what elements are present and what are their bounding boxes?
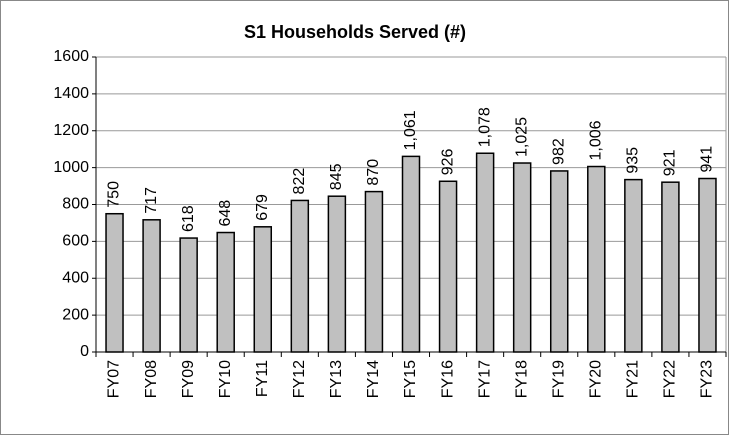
chart-title: S1 Households Served (#) — [244, 22, 466, 42]
bar — [624, 178, 643, 353]
value-label: 845 — [328, 163, 345, 190]
value-label: 935 — [625, 147, 642, 174]
bar — [438, 180, 458, 353]
value-label: 822 — [291, 168, 308, 195]
bar — [401, 155, 421, 353]
bar — [475, 152, 495, 353]
y-tick-label: 200 — [62, 306, 89, 323]
value-label: 679 — [254, 194, 271, 221]
x-tick-label: FY11 — [254, 360, 271, 397]
bar — [512, 162, 532, 353]
bar — [105, 212, 124, 353]
value-label: 750 — [106, 181, 123, 208]
value-label: 921 — [662, 149, 679, 176]
value-label: 717 — [143, 187, 160, 214]
bar — [142, 219, 161, 353]
value-label: 982 — [550, 138, 567, 165]
x-tick-label: FY08 — [143, 360, 160, 398]
x-tick-label: FY18 — [513, 360, 530, 398]
x-tick-label: FY23 — [699, 360, 716, 398]
bar — [253, 226, 273, 353]
value-label: 926 — [439, 148, 456, 175]
x-tick-label: FY07 — [106, 360, 123, 398]
y-tick-label: 600 — [62, 233, 89, 250]
bar — [327, 195, 347, 353]
x-tick-label: FY14 — [365, 360, 382, 398]
x-tick-label: FY10 — [217, 360, 234, 398]
bar — [587, 165, 606, 353]
value-label: 1,006 — [588, 120, 605, 160]
y-tick-label: 1400 — [53, 85, 89, 102]
x-tick-label: FY22 — [662, 360, 679, 398]
value-label: 618 — [180, 205, 197, 232]
x-tick-label: FY09 — [180, 360, 197, 398]
x-tick-label: FY15 — [402, 360, 419, 398]
bar — [179, 237, 198, 353]
x-tick-label: FY16 — [439, 360, 456, 398]
bar — [216, 231, 235, 353]
x-tick-label: FY21 — [625, 360, 642, 398]
value-label: 870 — [365, 159, 382, 186]
x-tick-label: FY20 — [588, 360, 605, 398]
x-tick-label: FY13 — [328, 360, 345, 398]
bar — [549, 170, 569, 353]
value-label: 648 — [217, 200, 234, 227]
bar — [290, 199, 310, 353]
y-tick-label: 800 — [62, 196, 89, 213]
x-tick-label: FY19 — [550, 360, 567, 398]
y-tick-label: 1000 — [53, 159, 89, 176]
y-tick-label: 400 — [62, 269, 89, 286]
x-tick-label: FY12 — [291, 360, 308, 398]
y-tick-label: 0 — [80, 343, 89, 360]
value-label: 941 — [699, 146, 716, 173]
bar — [661, 181, 680, 353]
value-label: 1,078 — [476, 107, 493, 147]
y-tick-label: 1600 — [53, 48, 89, 65]
x-tick-label: FY17 — [476, 360, 493, 398]
y-tick-label: 1200 — [53, 122, 89, 139]
bar — [364, 190, 384, 353]
bar — [698, 177, 717, 353]
value-label: 1,061 — [402, 110, 419, 150]
value-label: 1,025 — [513, 117, 530, 157]
